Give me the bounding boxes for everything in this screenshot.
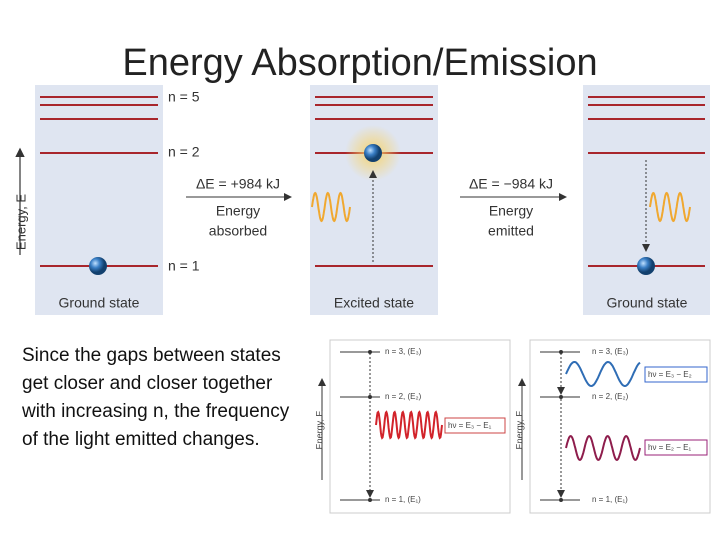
photon-wave xyxy=(649,191,691,223)
level-dot xyxy=(368,350,372,354)
photon-wave xyxy=(311,191,351,223)
delta-e: ΔE = −984 kJ xyxy=(469,176,553,192)
photon-wave xyxy=(375,410,443,440)
photon-label: hν = E₃ − E₂ xyxy=(648,370,692,379)
level-dot xyxy=(559,498,563,502)
level-label: n = 3, (E₃) xyxy=(592,347,629,356)
level-dot xyxy=(559,395,563,399)
photon-box xyxy=(444,417,506,434)
panel xyxy=(310,85,438,315)
transition-label: emitted xyxy=(488,223,534,239)
level-label: n = 2 xyxy=(168,144,200,160)
level-label: n = 1, (E₁) xyxy=(385,495,421,504)
level-label: n = 2, (E₂) xyxy=(592,392,629,401)
panel-caption: Excited state xyxy=(334,295,414,311)
level-label: n = 1 xyxy=(168,258,200,274)
waves xyxy=(311,191,691,461)
photon-wave xyxy=(565,435,641,461)
panel-caption: Ground state xyxy=(607,295,688,311)
electron xyxy=(637,257,655,275)
electron xyxy=(364,144,382,162)
axis-label: Energy, E xyxy=(314,411,324,450)
level-label: n = 5 xyxy=(168,89,200,105)
panel-caption: Ground state xyxy=(59,295,140,311)
photon-box xyxy=(644,439,708,456)
level-dot xyxy=(559,350,563,354)
photon-box xyxy=(644,366,708,383)
photon-wave xyxy=(565,360,641,388)
level-label: n = 1, (E₁) xyxy=(592,495,628,504)
transition-label: Energy xyxy=(216,203,260,219)
level-label: n = 3, (E₃) xyxy=(385,347,422,356)
transition-label: Energy xyxy=(489,203,533,219)
slide-title: Energy Absorption/Emission xyxy=(122,42,598,84)
delta-e: ΔE = +984 kJ xyxy=(196,176,280,192)
bottom-levels: n = 3, (E₃) n = 2, (E₂) n = 1, (E₁) n = 3, … xyxy=(340,347,629,504)
photon-label: hν = E₂ − E₁ xyxy=(648,443,691,452)
body-text: Since the gaps between states get closer… xyxy=(22,345,290,450)
photon-label: hν = E₃ − E₁ xyxy=(448,421,492,430)
level-label: n = 2, (E₂) xyxy=(385,392,422,401)
axis-label: Energy, E xyxy=(13,194,28,250)
panel xyxy=(529,339,711,514)
axis-label: Energy, E xyxy=(514,411,524,450)
panel xyxy=(35,85,163,315)
electron xyxy=(89,257,107,275)
level-dot xyxy=(368,498,372,502)
transition-label: absorbed xyxy=(209,223,267,239)
